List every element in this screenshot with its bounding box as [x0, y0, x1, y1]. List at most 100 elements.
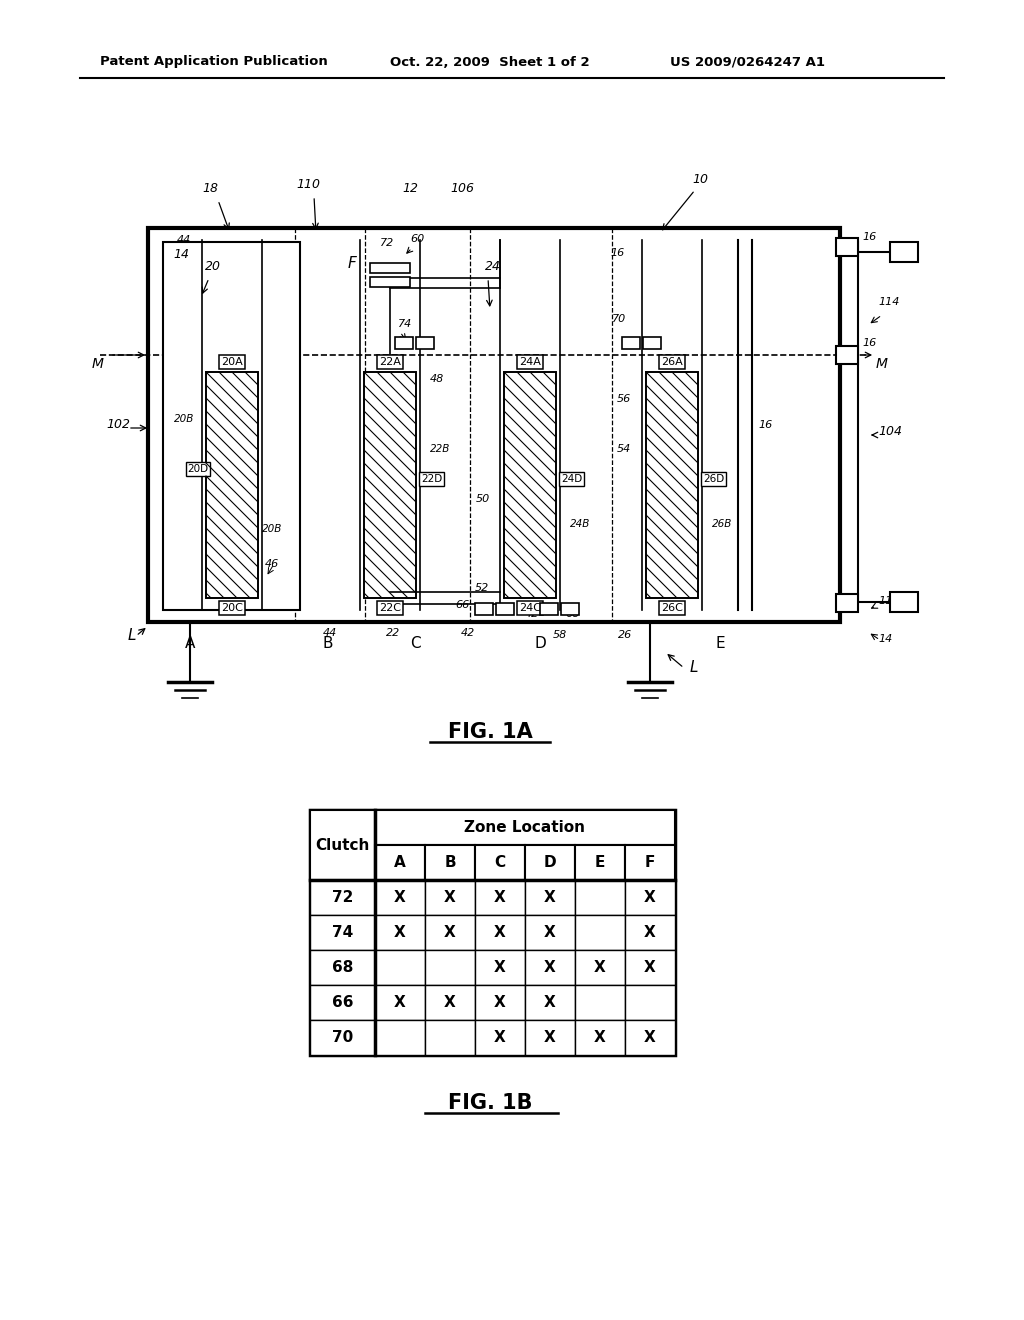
Text: 16: 16	[862, 338, 877, 348]
Text: 70: 70	[612, 314, 627, 323]
Bar	[475, 880, 525, 915]
Bar	[890, 591, 918, 612]
Text: X: X	[495, 960, 506, 975]
Text: X: X	[544, 960, 556, 975]
Text: 54: 54	[616, 444, 631, 454]
Text: 50: 50	[476, 494, 490, 504]
Text: X: X	[644, 925, 656, 940]
Bar	[646, 372, 698, 598]
Bar	[504, 372, 556, 598]
Text: 102: 102	[106, 418, 130, 432]
Text: 68: 68	[332, 960, 353, 975]
Bar	[416, 337, 434, 348]
Bar	[375, 950, 425, 985]
Text: D: D	[535, 636, 546, 651]
Text: X: X	[394, 995, 406, 1010]
Text: 24D: 24D	[561, 474, 583, 484]
Text: 18: 18	[202, 182, 218, 195]
Text: 24A: 24A	[519, 356, 541, 367]
Bar	[525, 880, 575, 915]
Text: 60: 60	[410, 234, 424, 244]
Text: X: X	[544, 1030, 556, 1045]
Text: X: X	[495, 995, 506, 1010]
Text: F: F	[645, 855, 655, 870]
Bar	[375, 880, 425, 915]
Text: 22B: 22B	[430, 444, 451, 454]
Bar	[148, 228, 840, 622]
Bar	[836, 238, 858, 256]
Text: FIG. 1B: FIG. 1B	[447, 1093, 532, 1113]
Text: 74: 74	[398, 319, 413, 329]
Text: 110: 110	[296, 178, 319, 191]
Bar	[575, 985, 625, 1020]
Text: Zone Location: Zone Location	[465, 820, 586, 836]
Text: 22C: 22C	[379, 603, 401, 612]
Text: 20C: 20C	[221, 603, 243, 612]
Text: X: X	[444, 890, 456, 906]
Text: X: X	[394, 890, 406, 906]
Bar	[310, 880, 375, 915]
Text: 26: 26	[617, 630, 632, 640]
Text: 20A: 20A	[221, 356, 243, 367]
Text: C: C	[495, 855, 506, 870]
Text: L: L	[690, 660, 698, 675]
Text: X: X	[544, 890, 556, 906]
Text: X: X	[644, 960, 656, 975]
Text: 20: 20	[205, 260, 221, 273]
Bar	[575, 880, 625, 915]
Bar	[475, 845, 525, 880]
Bar	[310, 950, 375, 985]
Text: 104: 104	[878, 425, 902, 438]
Bar	[310, 810, 675, 1055]
Bar	[525, 845, 575, 880]
Text: 10: 10	[692, 173, 708, 186]
Text: X: X	[644, 1030, 656, 1045]
Text: 20B: 20B	[262, 524, 283, 535]
Text: Patent Application Publication: Patent Application Publication	[100, 55, 328, 69]
Bar	[370, 263, 410, 273]
Bar	[836, 594, 858, 612]
Text: 56: 56	[616, 393, 631, 404]
Text: 20B: 20B	[174, 414, 195, 424]
Bar	[575, 915, 625, 950]
Bar	[425, 950, 475, 985]
Bar	[890, 242, 918, 261]
Text: X: X	[444, 995, 456, 1010]
Text: A: A	[184, 636, 196, 651]
Text: F: F	[348, 256, 356, 271]
Text: 44: 44	[177, 235, 191, 246]
Text: A: A	[394, 855, 406, 870]
Bar	[310, 810, 375, 880]
Text: X: X	[594, 960, 606, 975]
Text: 114: 114	[878, 297, 899, 308]
Text: L: L	[128, 628, 136, 643]
Bar	[395, 337, 413, 348]
Bar	[425, 1020, 475, 1055]
Text: 42: 42	[525, 609, 540, 619]
Bar	[625, 845, 675, 880]
Bar	[525, 950, 575, 985]
Text: 46: 46	[265, 558, 280, 569]
Text: X: X	[444, 925, 456, 940]
Text: 112: 112	[878, 597, 899, 606]
Text: X: X	[544, 995, 556, 1010]
Bar	[525, 1020, 575, 1055]
Text: 22D: 22D	[421, 474, 442, 484]
Bar	[625, 985, 675, 1020]
Text: 44: 44	[323, 628, 337, 638]
Bar	[475, 950, 525, 985]
Text: X: X	[495, 890, 506, 906]
Text: Clutch: Clutch	[315, 837, 370, 853]
Bar	[625, 950, 675, 985]
Bar	[625, 1020, 675, 1055]
Bar	[622, 337, 640, 348]
Text: 12: 12	[402, 182, 418, 195]
Text: E: E	[715, 636, 725, 651]
Bar	[475, 1020, 525, 1055]
Bar	[425, 985, 475, 1020]
Text: 22A: 22A	[379, 356, 401, 367]
Bar	[475, 915, 525, 950]
Text: 72: 72	[332, 890, 353, 906]
Text: X: X	[544, 925, 556, 940]
Bar	[375, 1020, 425, 1055]
